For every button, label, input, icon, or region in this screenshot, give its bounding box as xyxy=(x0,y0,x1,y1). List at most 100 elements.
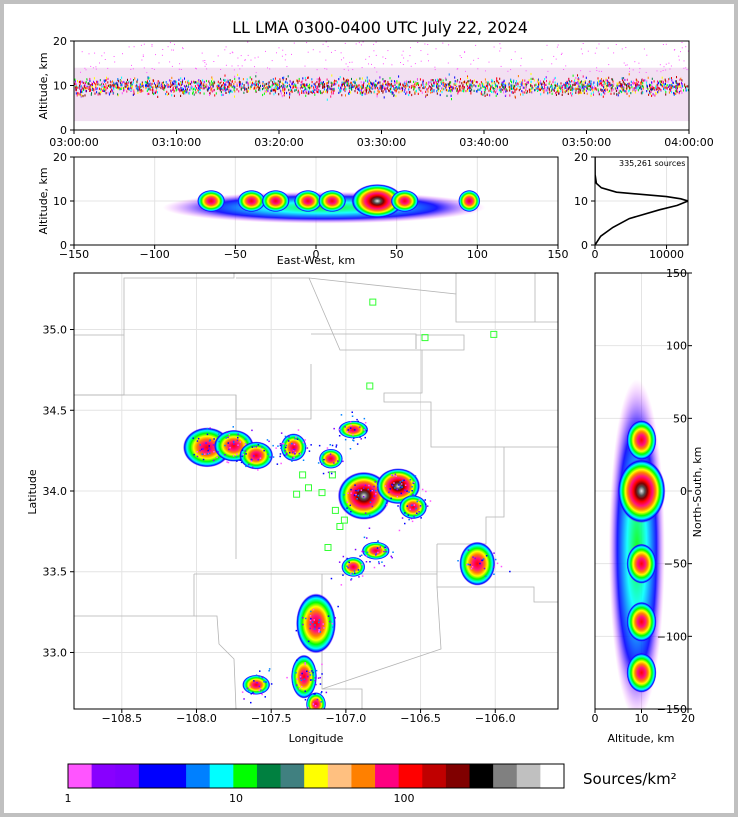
source-point xyxy=(378,561,380,563)
source-point xyxy=(238,77,240,80)
source-point xyxy=(127,81,129,84)
source-point xyxy=(514,89,516,92)
source-point xyxy=(450,90,452,93)
source-point xyxy=(309,679,312,681)
source-point xyxy=(470,63,472,65)
source-point xyxy=(565,86,567,89)
source-point xyxy=(573,83,575,86)
source-point xyxy=(592,89,594,92)
source-point xyxy=(501,81,503,84)
source-point xyxy=(237,65,239,67)
source-point xyxy=(343,57,345,59)
source-point xyxy=(420,50,422,52)
y-tick-label: 10 xyxy=(53,195,67,208)
source-point xyxy=(310,610,312,613)
source-point xyxy=(272,81,274,84)
source-point xyxy=(277,86,278,89)
plan-view-panel: 33.033.534.034.535.0 −108.5 −108.0 −107.5−… xyxy=(26,272,559,745)
source-point xyxy=(553,87,555,90)
source-point xyxy=(605,77,607,80)
storm-cell xyxy=(399,495,428,520)
source-point xyxy=(507,70,509,72)
source-point xyxy=(551,92,553,95)
source-point xyxy=(170,80,172,83)
source-point xyxy=(659,80,661,83)
plan-view-density xyxy=(183,411,511,709)
source-point xyxy=(355,87,357,90)
source-point xyxy=(581,85,583,88)
source-point xyxy=(544,78,546,81)
source-point xyxy=(81,90,83,93)
source-point xyxy=(483,567,486,570)
source-point xyxy=(172,81,174,84)
source-point xyxy=(563,69,565,70)
source-point xyxy=(680,77,682,80)
source-point xyxy=(130,78,132,81)
source-point xyxy=(178,88,180,91)
source-point xyxy=(253,87,255,90)
source-point xyxy=(675,85,677,88)
source-point xyxy=(616,82,618,85)
source-point xyxy=(259,688,262,690)
source-point xyxy=(540,88,541,91)
source-point xyxy=(292,80,294,83)
source-point xyxy=(213,438,215,440)
source-point xyxy=(368,91,370,94)
source-point xyxy=(555,93,557,96)
source-point xyxy=(245,81,247,84)
source-point xyxy=(623,82,625,85)
source-point xyxy=(155,86,157,89)
station-marker xyxy=(366,382,374,390)
source-point xyxy=(97,80,99,83)
source-point xyxy=(600,93,602,96)
source-point xyxy=(298,77,300,81)
source-point xyxy=(318,83,320,86)
source-point xyxy=(199,449,201,452)
source-point xyxy=(426,505,429,507)
source-point xyxy=(251,466,254,469)
source-point xyxy=(453,83,455,86)
source-point xyxy=(361,87,363,90)
source-point xyxy=(346,557,348,560)
source-point xyxy=(301,80,303,83)
source-point xyxy=(604,82,606,85)
source-point xyxy=(674,92,676,95)
source-point xyxy=(264,696,266,698)
source-point xyxy=(377,551,379,554)
source-point xyxy=(514,51,516,53)
source-point xyxy=(685,86,687,89)
source-point xyxy=(362,86,364,89)
source-point xyxy=(367,80,369,83)
source-point xyxy=(551,63,553,65)
source-point xyxy=(130,81,132,85)
source-point xyxy=(301,672,303,675)
source-point xyxy=(205,442,207,444)
source-point xyxy=(330,81,332,84)
source-point xyxy=(680,86,682,90)
source-point xyxy=(333,81,335,84)
source-point xyxy=(223,78,225,82)
source-point xyxy=(392,551,394,553)
source-point xyxy=(346,501,349,503)
source-point xyxy=(560,85,562,88)
source-point xyxy=(375,554,377,556)
source-point xyxy=(335,444,338,446)
source-point xyxy=(262,93,264,97)
source-point xyxy=(395,475,397,477)
source-point xyxy=(407,80,409,84)
source-point xyxy=(404,85,406,88)
source-point xyxy=(80,71,81,73)
source-point xyxy=(496,90,498,93)
source-point xyxy=(490,87,491,91)
source-point xyxy=(448,73,450,76)
source-point xyxy=(326,89,328,92)
source-point xyxy=(257,83,259,86)
source-point xyxy=(153,82,155,85)
source-point xyxy=(152,92,154,96)
source-point xyxy=(246,687,249,690)
source-point xyxy=(456,80,458,83)
source-point xyxy=(340,52,342,54)
source-point xyxy=(79,93,81,96)
source-point xyxy=(632,88,634,91)
source-point xyxy=(582,81,584,84)
